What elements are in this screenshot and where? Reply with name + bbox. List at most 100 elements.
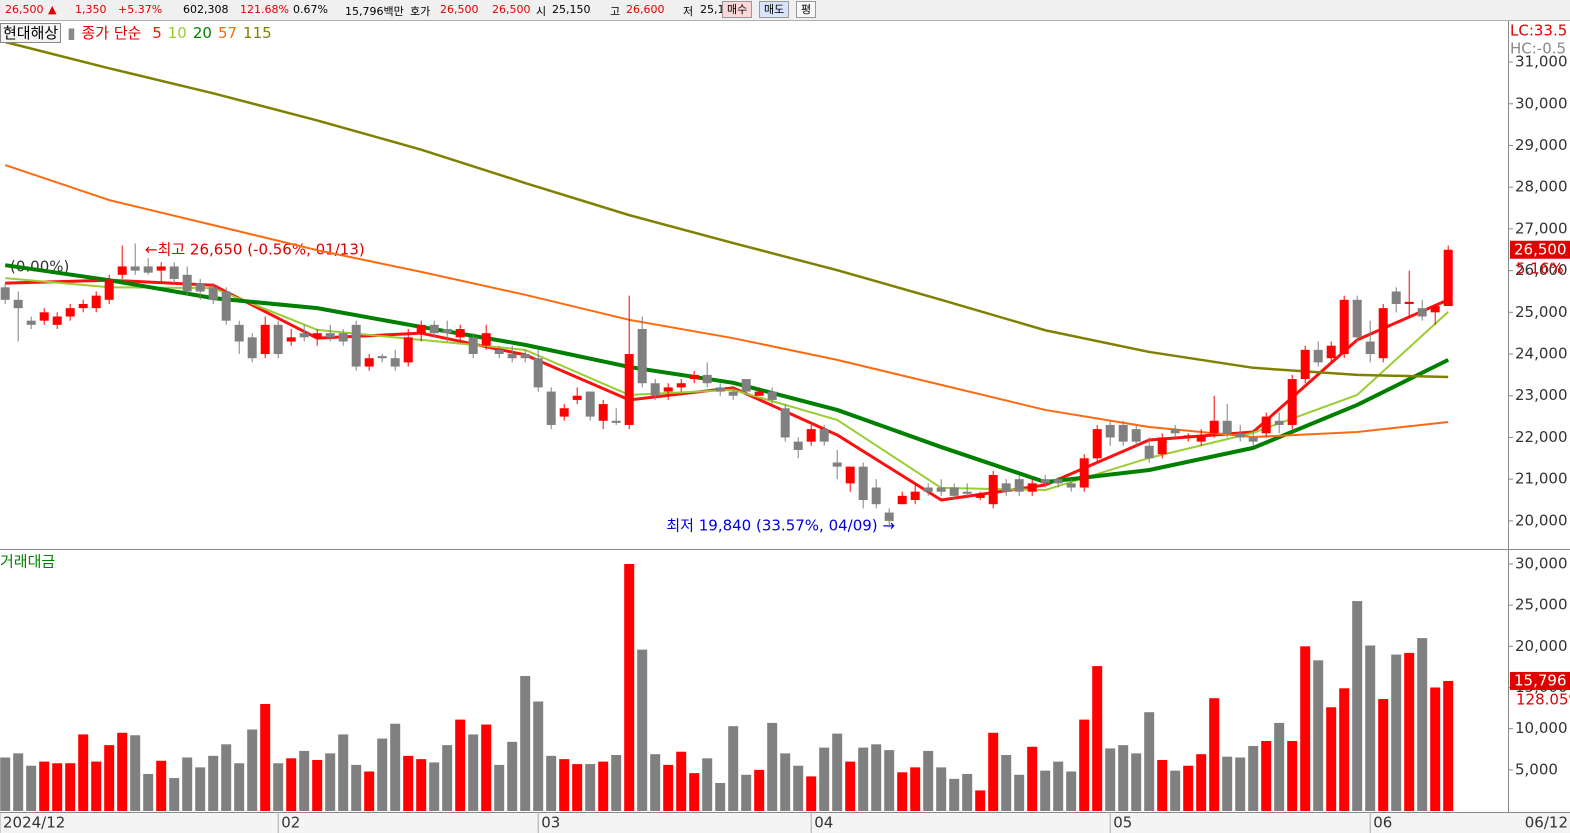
candle-body [507, 354, 517, 359]
volume-bar [754, 769, 765, 811]
candle-body [26, 320, 36, 325]
volume-bar [130, 735, 141, 811]
volume-bar [962, 773, 973, 811]
candle-body [1391, 291, 1401, 304]
candle-body [221, 291, 231, 321]
volume-bar [936, 767, 947, 811]
volume-bar [1430, 687, 1441, 811]
candle-body [1170, 429, 1180, 434]
volume-bar [1261, 741, 1272, 811]
candle-body [923, 487, 933, 492]
volume-bar [1287, 741, 1298, 811]
y-tick-label: 21,000 [1515, 470, 1568, 488]
candle-body [338, 333, 348, 342]
candle-body [494, 349, 504, 355]
volume-bar [104, 745, 115, 811]
candle-body [1027, 483, 1037, 492]
legend-entry: 57 [217, 24, 238, 42]
volume-bar [195, 767, 206, 811]
high-annotation: ←최고 26,650 (-0.56%, 01/13) [145, 241, 365, 259]
volume-bar [507, 741, 518, 811]
eval-button[interactable]: 평 [796, 1, 817, 18]
y-tick-label: 27,000 [1515, 219, 1568, 237]
y-tick-label: 10,000 [1515, 719, 1568, 737]
volume-bar [1417, 638, 1428, 811]
candle-body [897, 495, 907, 505]
volume-bar [364, 771, 375, 811]
volume-bar [650, 754, 661, 811]
volume-bar [481, 724, 492, 811]
candle-body [234, 324, 244, 342]
volume-bar [273, 763, 284, 811]
candle-body [455, 329, 465, 338]
y-tick-label: 20,000 [1515, 511, 1568, 529]
sell-button[interactable]: 매도 [759, 1, 790, 18]
volume-bar [676, 751, 687, 811]
volume-bar [793, 765, 804, 811]
x-tick-label: 2024/12 [3, 814, 65, 832]
quote-label: 호가 [410, 5, 431, 18]
volume-bar [390, 723, 401, 811]
lc-label: LC:33.5 [1510, 22, 1567, 40]
stock-name[interactable]: 현대해상 [0, 23, 62, 43]
candle-body [767, 391, 777, 400]
volume-bar [1209, 698, 1220, 811]
candle-body [169, 266, 179, 279]
candle-body [871, 487, 881, 505]
ask: 26,500 [440, 3, 479, 16]
candle-body [1300, 349, 1310, 380]
price: 26,500 [5, 3, 44, 16]
candle-body [962, 491, 972, 494]
volume-bar [182, 757, 193, 811]
volume-bar [39, 761, 50, 811]
candle-body [689, 374, 699, 380]
volume-bar [923, 750, 934, 811]
candle-body [130, 266, 140, 271]
candle-body [377, 356, 387, 359]
volume-bar [1105, 748, 1116, 811]
volume-bar [1131, 753, 1142, 811]
x-tick-label: 04 [814, 814, 833, 832]
candle-body [1365, 341, 1375, 355]
volume-bar [572, 764, 583, 811]
candle-body [1144, 445, 1154, 459]
volume-bar [1222, 756, 1233, 811]
volume-bar [494, 764, 505, 811]
volume-bar [286, 758, 297, 811]
volume-bar [169, 778, 180, 811]
candle-body [728, 391, 738, 396]
candle-body [104, 278, 114, 300]
y-tick-label: 26,000 [1515, 261, 1568, 279]
candle-body [624, 354, 634, 425]
volume-bar [156, 760, 167, 811]
candle-body [702, 374, 712, 384]
volume-bar [702, 758, 713, 811]
candle-body [1157, 437, 1167, 455]
volume-bar [689, 773, 700, 811]
candle-body [1209, 420, 1219, 434]
volume-bar [1183, 765, 1194, 811]
volume-bar [949, 778, 960, 811]
legend-marker: ▮ [67, 24, 76, 42]
candle-body [1352, 299, 1362, 338]
volume-bar [1404, 652, 1415, 811]
volume-bar [585, 764, 596, 811]
volume-bar [819, 747, 830, 811]
legend-entry: 10 [167, 24, 187, 42]
current-box [1510, 240, 1570, 259]
volume-bar [598, 761, 609, 811]
volume-bar [1326, 707, 1337, 811]
low-label: 저 [683, 5, 694, 18]
volume-bar [26, 765, 37, 811]
legend: 현대해상 ▮ 종가 단순 5 10 20 57 115 [0, 22, 278, 43]
y-tick-label: 29,000 [1515, 136, 1568, 154]
volume-bar [338, 734, 349, 811]
buy-button[interactable]: 매수 [722, 1, 753, 18]
volume-bar [416, 759, 427, 811]
volume-bar [637, 649, 648, 811]
candle-body [117, 266, 127, 275]
volume-bar [65, 763, 76, 811]
candle-body [988, 475, 998, 505]
y-tick-label: 25,000 [1515, 596, 1568, 614]
